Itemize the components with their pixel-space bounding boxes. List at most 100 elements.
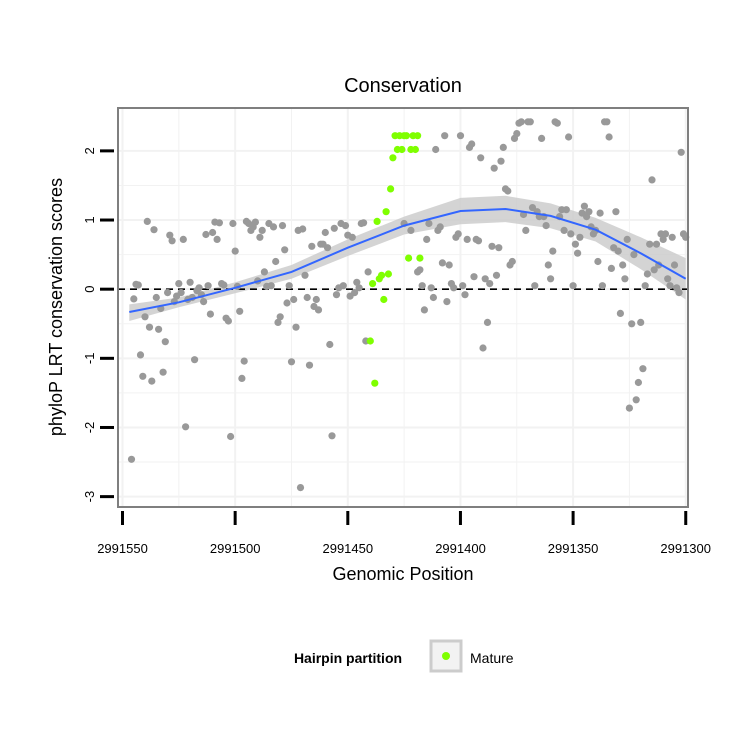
mature-point — [373, 217, 381, 225]
other-point — [332, 291, 341, 299]
other-point — [526, 118, 534, 126]
legend-key-dot — [442, 652, 450, 660]
other-point — [127, 455, 136, 463]
y-tick-label: 0 — [82, 286, 97, 293]
other-point — [278, 222, 287, 230]
other-point — [229, 219, 237, 228]
other-point — [585, 208, 593, 216]
other-point — [459, 282, 467, 290]
other-point — [283, 299, 291, 307]
other-point — [490, 164, 498, 172]
x-tick-label: 2991400 — [435, 541, 486, 556]
other-point — [441, 132, 449, 140]
other-point — [538, 134, 546, 142]
other-point — [603, 118, 611, 126]
other-point — [281, 246, 289, 254]
other-point — [675, 289, 683, 297]
other-point — [290, 295, 298, 304]
other-point — [303, 293, 311, 302]
other-point — [646, 240, 654, 248]
other-point — [423, 235, 431, 243]
other-point — [621, 275, 629, 283]
other-point — [206, 310, 214, 318]
other-point — [429, 293, 437, 302]
other-point — [339, 282, 347, 290]
other-point — [580, 202, 589, 210]
other-point — [488, 242, 496, 250]
other-point — [569, 282, 577, 290]
other-point — [209, 228, 217, 237]
smooth-line-layer — [129, 207, 687, 313]
other-point — [348, 233, 356, 241]
other-point — [481, 275, 489, 283]
x-tick-label: 2991350 — [548, 541, 599, 556]
other-point — [650, 266, 658, 274]
other-point — [323, 244, 332, 252]
other-point — [200, 298, 208, 306]
other-point — [463, 235, 471, 243]
other-point — [497, 157, 505, 165]
other-point — [326, 340, 334, 349]
other-point — [177, 289, 185, 297]
panel-border — [117, 107, 689, 508]
legend-title: Hairpin partition — [294, 650, 402, 666]
other-point — [664, 275, 672, 283]
x-axis-label: Genomic Position — [332, 564, 473, 584]
other-point — [486, 280, 494, 288]
mature-point — [416, 254, 424, 262]
mature-point — [378, 271, 386, 279]
y-axis-label: phyloP LRT conservation scores — [46, 178, 66, 436]
other-point — [670, 261, 679, 269]
other-point — [296, 484, 305, 492]
other-point — [612, 208, 620, 216]
other-point — [562, 206, 570, 214]
other-point — [614, 247, 622, 255]
other-point — [236, 307, 244, 315]
other-point — [136, 351, 145, 359]
legend: Hairpin partition Mature — [294, 639, 514, 673]
other-point — [637, 318, 645, 326]
other-point — [461, 291, 469, 299]
other-point — [231, 247, 239, 255]
chart-title: Conservation — [344, 75, 462, 97]
other-point — [312, 295, 320, 304]
other-point — [470, 273, 478, 281]
other-point — [499, 143, 507, 151]
other-point — [161, 338, 169, 346]
other-point — [454, 230, 462, 238]
mature-point — [387, 185, 395, 193]
other-point — [164, 289, 172, 297]
other-point — [542, 222, 550, 230]
other-point — [152, 293, 160, 302]
other-point — [652, 240, 661, 248]
other-point — [213, 235, 221, 243]
other-point — [238, 374, 246, 382]
other-point — [479, 344, 487, 352]
other-point — [182, 423, 190, 431]
other-point — [168, 237, 176, 245]
other-point — [528, 204, 537, 212]
x-tick-label: 2991500 — [210, 541, 261, 556]
y-tick-label: 2 — [82, 147, 97, 154]
other-point — [427, 284, 435, 292]
other-point — [202, 230, 210, 239]
other-point — [492, 271, 501, 279]
mature-point — [366, 337, 374, 345]
other-point — [407, 226, 415, 234]
mature-point — [382, 208, 390, 216]
other-point — [360, 219, 368, 227]
legend-label-mature: Mature — [470, 650, 514, 666]
other-point — [616, 309, 625, 317]
other-point — [522, 226, 530, 234]
y-tick-label: -2 — [82, 422, 97, 434]
other-point — [547, 275, 555, 283]
other-point — [436, 223, 444, 231]
other-point — [134, 281, 142, 289]
other-point — [220, 281, 228, 289]
mature-point — [405, 254, 413, 262]
other-point — [598, 282, 607, 290]
other-point — [634, 378, 643, 387]
other-point — [594, 257, 602, 266]
mature-point — [398, 145, 406, 154]
